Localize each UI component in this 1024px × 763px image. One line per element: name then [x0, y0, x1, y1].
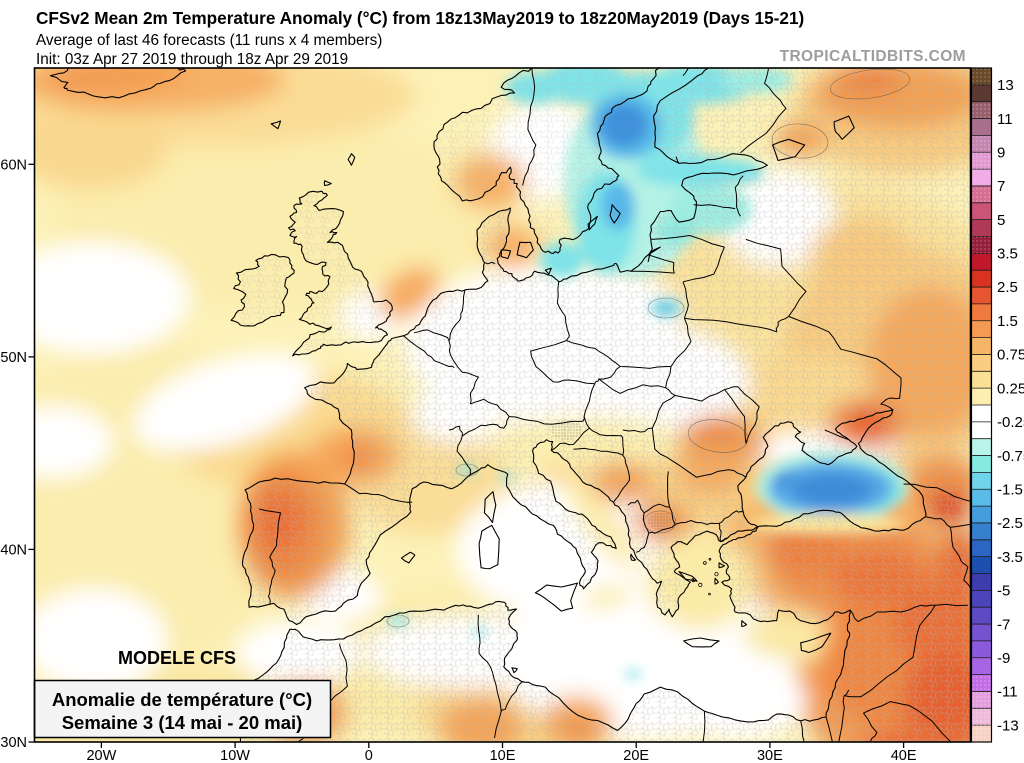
svg-text:-13: -13	[997, 717, 1019, 734]
svg-text:50N: 50N	[0, 350, 27, 366]
svg-text:-1.5: -1.5	[997, 482, 1023, 499]
svg-text:30N: 30N	[0, 735, 27, 751]
svg-text:-0.75: -0.75	[997, 448, 1024, 465]
svg-text:40N: 40N	[0, 542, 27, 558]
svg-text:40E: 40E	[891, 748, 917, 763]
svg-text:5: 5	[997, 212, 1005, 229]
svg-text:30E: 30E	[757, 748, 783, 763]
svg-text:CFSv2 Mean 2m Temperature Anom: CFSv2 Mean 2m Temperature Anomaly (°C) f…	[36, 8, 804, 28]
svg-text:10E: 10E	[490, 748, 516, 763]
svg-text:-3.5: -3.5	[997, 549, 1023, 566]
svg-text:9: 9	[997, 144, 1005, 161]
svg-text:-2.5: -2.5	[997, 515, 1023, 532]
svg-text:-11: -11	[997, 684, 1018, 701]
svg-text:MODELE CFS: MODELE CFS	[118, 648, 236, 668]
svg-text:2.5: 2.5	[997, 279, 1018, 296]
svg-text:-5: -5	[997, 583, 1010, 600]
svg-text:-0.25: -0.25	[997, 414, 1024, 431]
svg-text:0.75: 0.75	[997, 347, 1024, 364]
svg-text:0: 0	[365, 748, 373, 763]
svg-text:Average of last 46 forecasts (: Average of last 46 forecasts (11 runs x …	[36, 32, 382, 49]
svg-text:Anomalie de température (°C): Anomalie de température (°C)	[52, 689, 312, 710]
svg-text:10W: 10W	[220, 748, 250, 763]
svg-text:-9: -9	[997, 650, 1010, 667]
svg-text:Semaine 3 (14 mai - 20 mai): Semaine 3 (14 mai - 20 mai)	[62, 712, 303, 733]
svg-text:-7: -7	[997, 616, 1010, 633]
svg-text:1.5: 1.5	[997, 313, 1018, 330]
svg-text:60N: 60N	[0, 157, 27, 173]
svg-text:7: 7	[997, 178, 1005, 195]
svg-text:3.5: 3.5	[997, 246, 1018, 263]
svg-text:20W: 20W	[86, 748, 116, 763]
svg-text:TROPICALTIDBITS.COM: TROPICALTIDBITS.COM	[780, 48, 966, 65]
svg-text:20E: 20E	[623, 748, 649, 763]
svg-text:13: 13	[997, 77, 1014, 94]
svg-text:Init: 03z Apr 27 2019 through: Init: 03z Apr 27 2019 through 18z Apr 29…	[36, 51, 348, 68]
svg-text:11: 11	[997, 111, 1013, 128]
svg-text:0.25: 0.25	[997, 380, 1024, 397]
